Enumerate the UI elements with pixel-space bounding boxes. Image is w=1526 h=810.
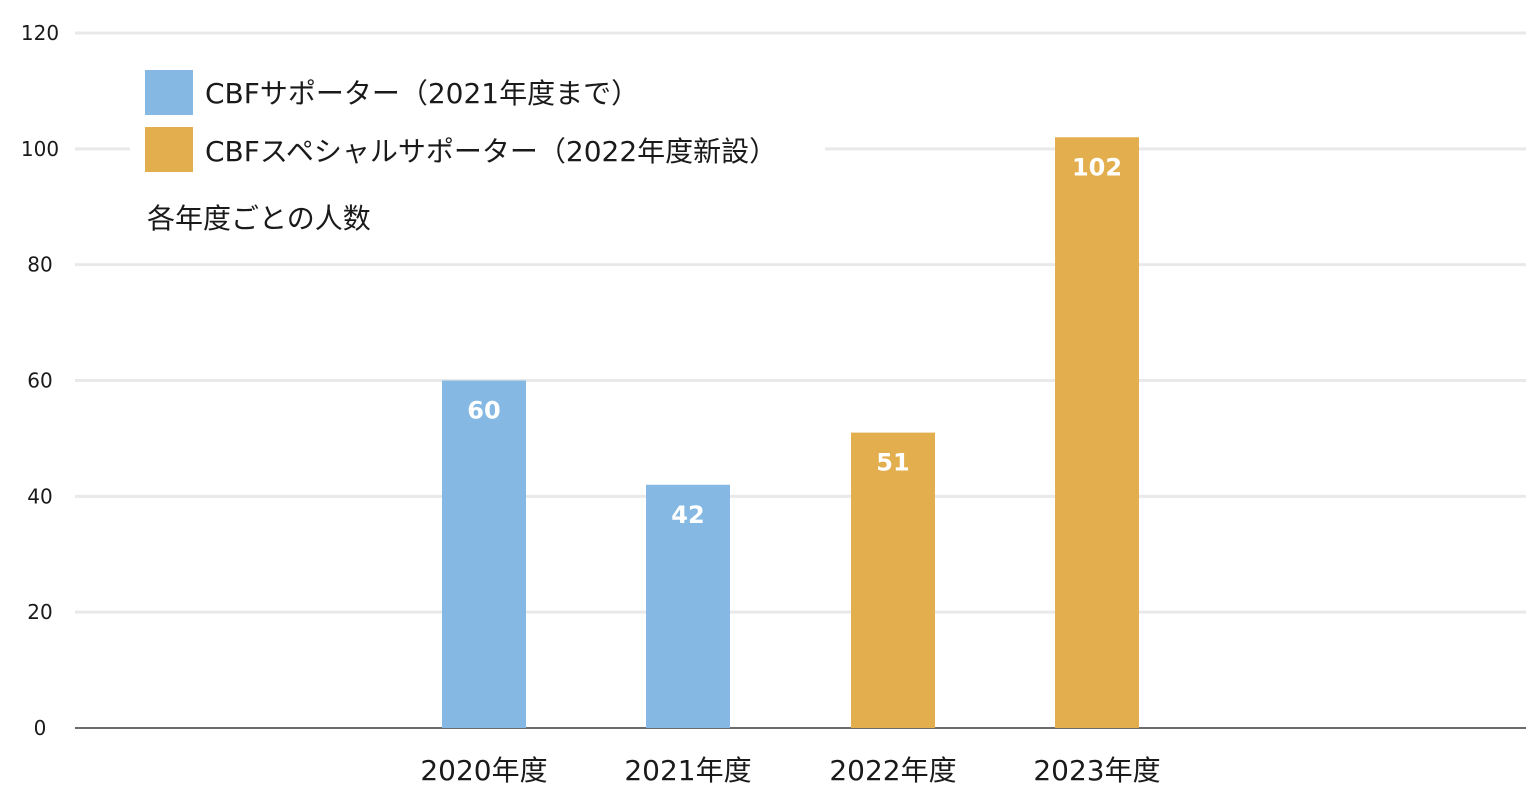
y-axis-ticks: 0 20 40 60 80 100 120 [21,21,59,740]
y-tick-label: 100 [21,137,59,161]
bar-value-label: 42 [671,501,704,529]
bar-value-label: 51 [876,449,909,477]
x-tick-label: 2021年度 [624,754,751,787]
legend-label-supporter: CBFサポーター（2021年度まで） [205,77,639,110]
y-tick-label: 80 [27,253,52,277]
legend-label-special-supporter: CBFスペシャルサポーター（2022年度新設） [205,135,777,168]
y-tick-label: 20 [27,600,52,624]
y-tick-label: 0 [34,716,47,740]
x-axis-ticks: 2020年度 2021年度 2022年度 2023年度 [420,754,1160,787]
y-tick-label: 60 [27,369,52,393]
legend-swatch-supporter [145,70,193,115]
bar-2020年度 [442,380,526,728]
legend: CBFサポーター（2021年度まで） CBFスペシャルサポーター（2022年度新… [130,55,825,245]
legend-background [130,55,825,245]
bar-value-label: 102 [1072,153,1122,181]
y-tick-label: 120 [21,21,59,45]
bar-value-label: 60 [467,397,500,425]
bar-2021年度 [646,484,730,728]
x-tick-label: 2020年度 [420,754,547,787]
x-tick-label: 2023年度 [1033,754,1160,787]
legend-swatch-special-supporter [145,127,193,172]
x-tick-label: 2022年度 [829,754,956,787]
bars: 60 42 51 102 [442,137,1139,728]
y-tick-label: 40 [27,484,52,508]
chart-annotation: 各年度ごとの人数 [147,202,371,235]
bar-2023年度 [1055,137,1139,728]
bar-2022年度 [851,432,935,728]
